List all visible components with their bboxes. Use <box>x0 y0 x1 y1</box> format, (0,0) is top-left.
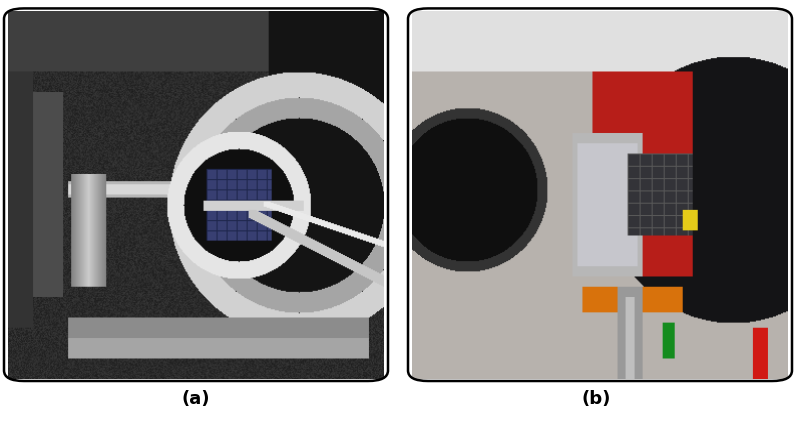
Text: (a): (a) <box>182 390 210 408</box>
Text: (b): (b) <box>582 390 610 408</box>
